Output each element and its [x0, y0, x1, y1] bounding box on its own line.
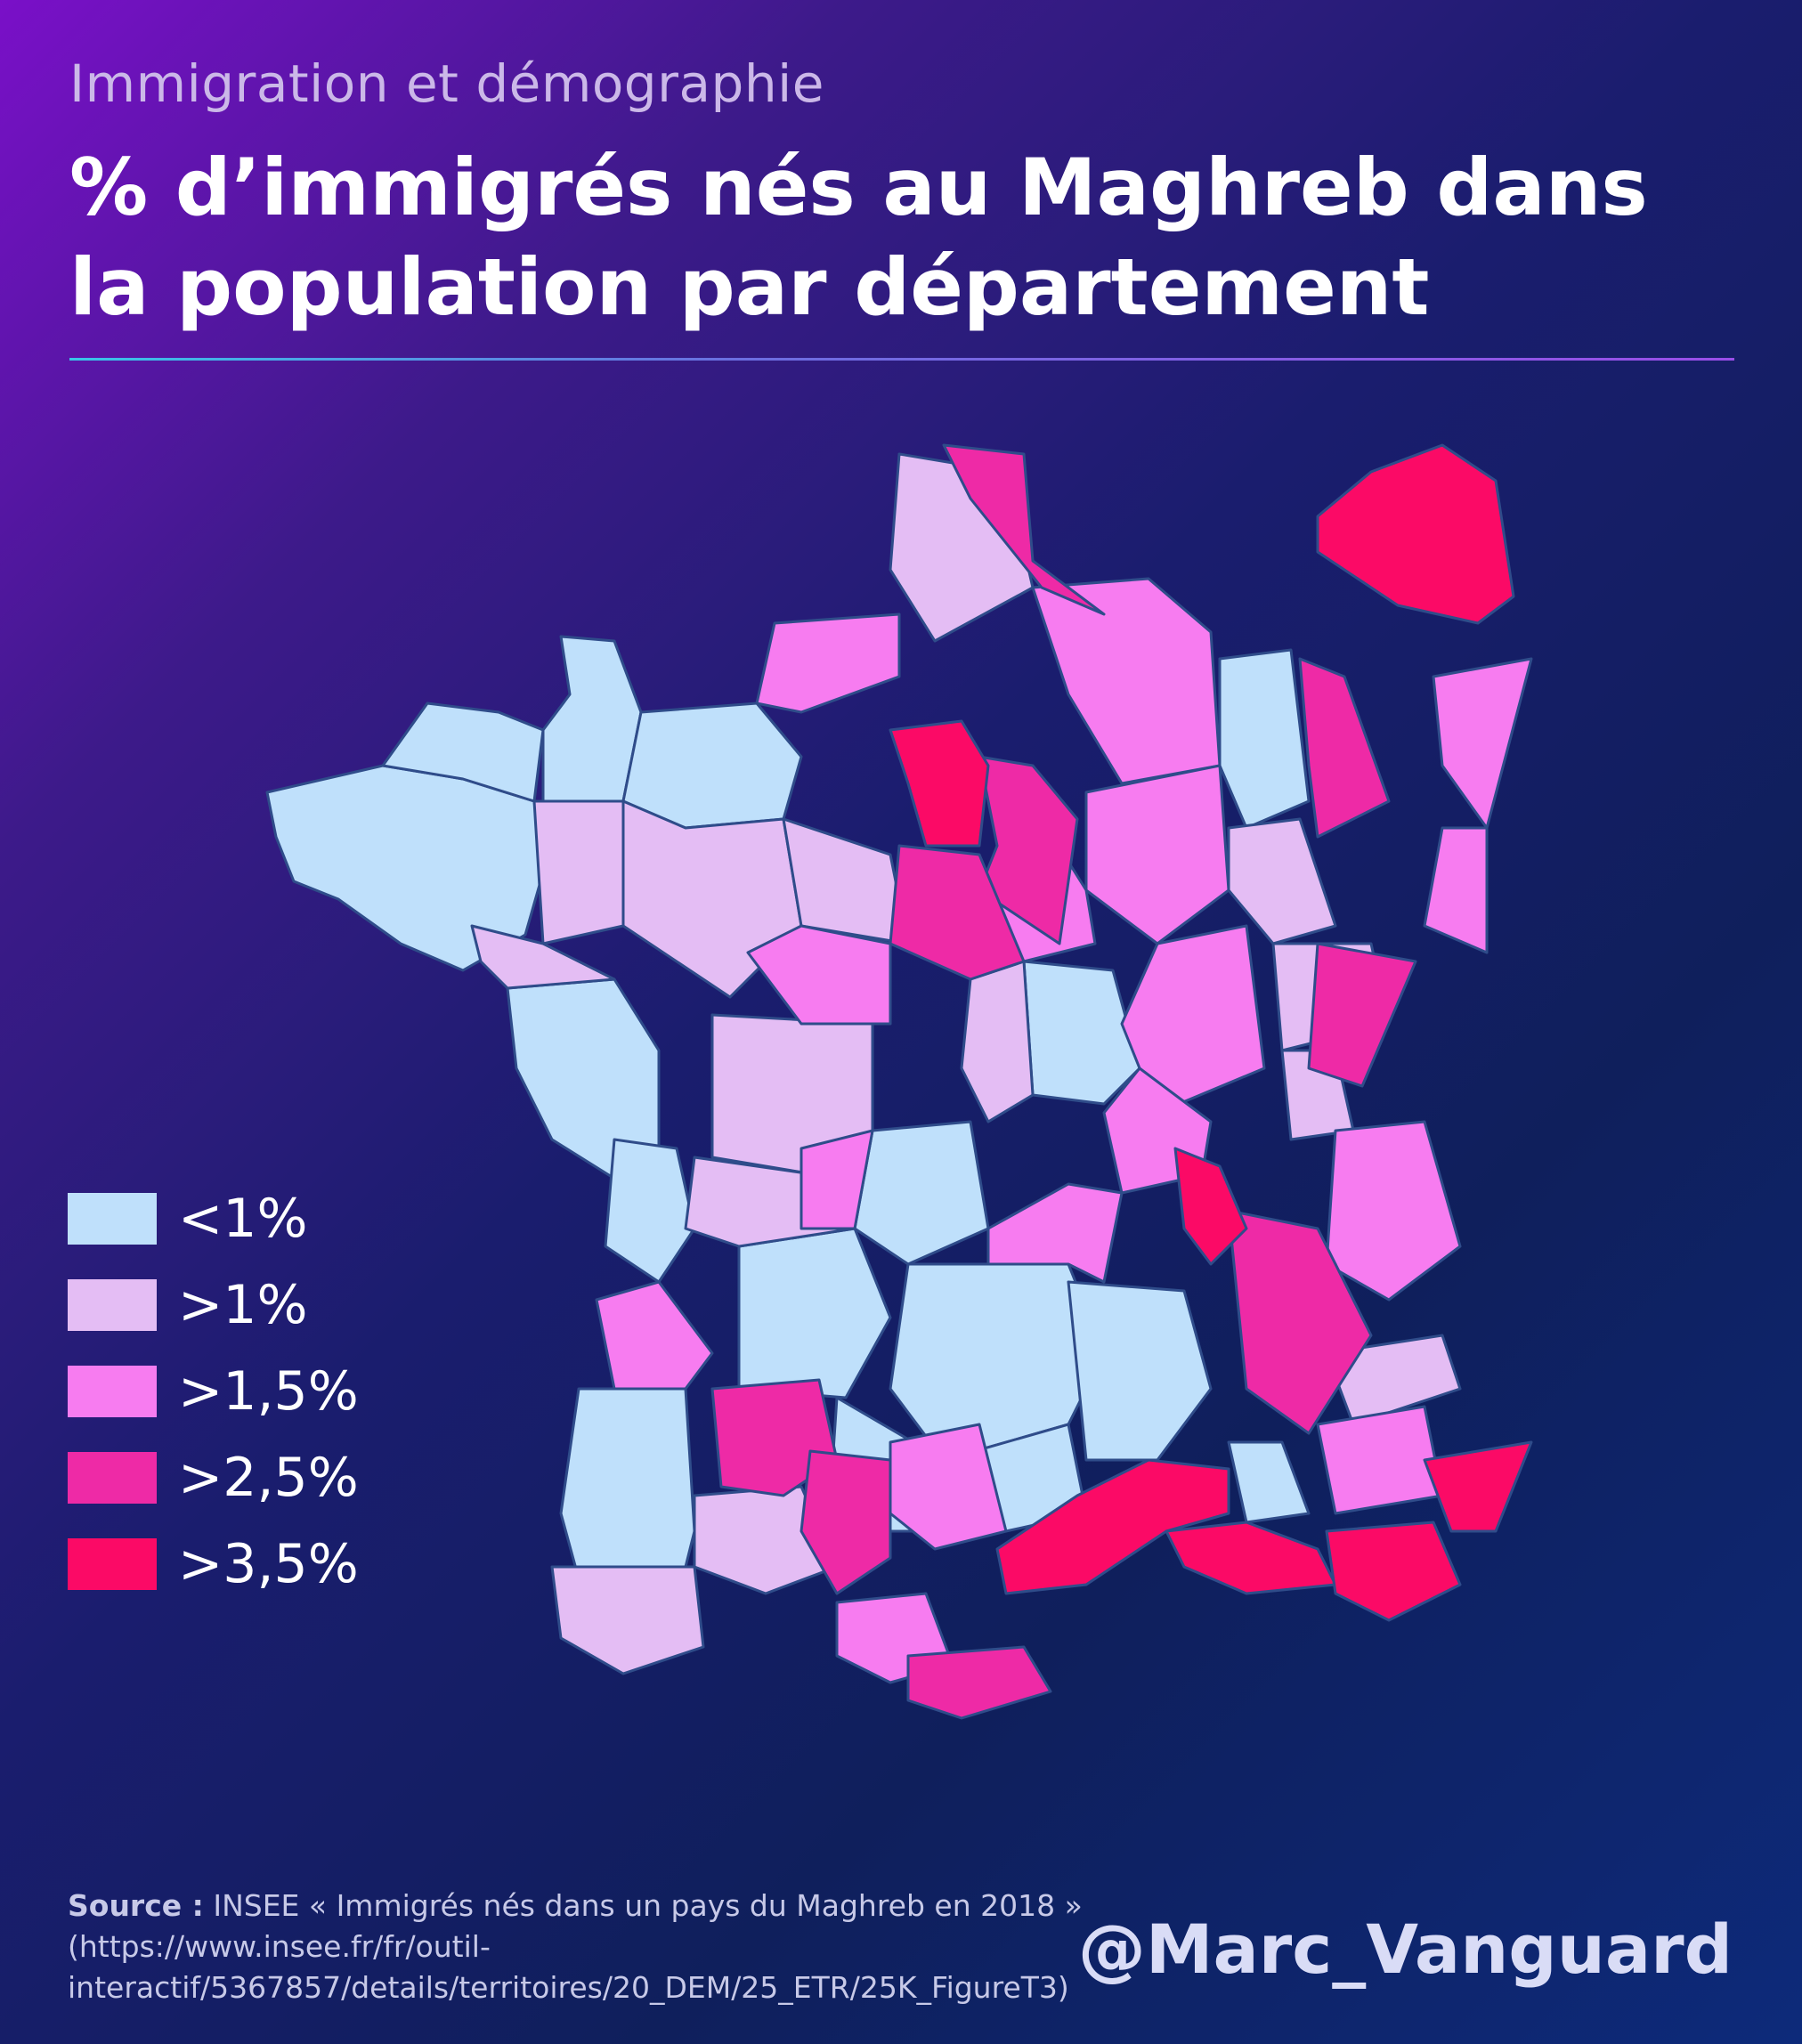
dept-region: [1298, 657, 1391, 839]
map-title: % d’immigrés nés au Maghreb dans la popu…: [69, 142, 1648, 333]
dept-region: [1165, 1521, 1337, 1595]
dept-region: [1316, 443, 1515, 625]
map-legend: <1% >1% >1,5% >2,5% >3,5%: [68, 1175, 359, 1607]
dept-region: [1067, 1280, 1213, 1462]
dept-region: [470, 924, 616, 990]
dept-region: [906, 1645, 1052, 1720]
source-text: INSEE « Immigrés nés dans un pays du Mag…: [68, 1888, 1083, 2005]
dept-region: [889, 844, 1026, 981]
legend-swatch: [68, 1278, 157, 1331]
legend-item: >1%: [68, 1261, 359, 1348]
legend-swatch: [68, 1451, 157, 1504]
dept-region: [889, 719, 990, 848]
dept-region: [1325, 1334, 1462, 1426]
dept-region: [532, 799, 625, 945]
dept-region: [1022, 960, 1141, 1106]
kicker-subtitle: Immigration et démographie: [69, 53, 824, 114]
legend-swatch: [68, 1365, 157, 1417]
legend-item: >2,5%: [68, 1434, 359, 1521]
legend-item: >1,5%: [68, 1348, 359, 1434]
legend-label: <1%: [178, 1187, 308, 1250]
dept-region: [1325, 1521, 1462, 1622]
legend-swatch: [68, 1192, 157, 1245]
dept-region: [1173, 1147, 1248, 1266]
dept-region: [1423, 826, 1489, 954]
legend-swatch: [68, 1537, 157, 1590]
dept-region: [995, 1458, 1230, 1595]
dept-region: [737, 1227, 892, 1399]
dept-region: [550, 1565, 705, 1675]
dept-region: [1120, 924, 1266, 1115]
dept-region: [1227, 1440, 1311, 1524]
dept-region: [1307, 942, 1417, 1088]
dept-region: [942, 443, 1106, 616]
source-note: Source : INSEE « Immigrés nés dans un pa…: [68, 1886, 1136, 2008]
dept-region: [986, 1182, 1124, 1284]
dept-region: [853, 1120, 990, 1266]
dept-region: [604, 1138, 696, 1284]
source-label: Source :: [68, 1888, 204, 1923]
dept-region: [746, 924, 892, 1026]
dept-region: [541, 635, 643, 803]
author-handle: @Marc_Vanguard: [1077, 1910, 1733, 1989]
dept-region: [978, 755, 1079, 945]
dept-region: [621, 702, 803, 830]
dept-region: [1423, 1440, 1533, 1533]
dept-region: [1218, 648, 1311, 830]
dept-region: [960, 960, 1035, 1123]
legend-label: >2,5%: [178, 1446, 359, 1509]
dept-region: [1031, 577, 1222, 785]
dept-region: [1325, 1120, 1462, 1302]
dept-region: [595, 1280, 714, 1391]
dept-region: [755, 612, 901, 714]
dept-region: [800, 1129, 874, 1230]
dept-region: [1227, 1209, 1373, 1435]
legend-item: <1%: [68, 1175, 359, 1261]
legend-label: >3,5%: [178, 1532, 359, 1595]
dept-region: [1084, 764, 1230, 945]
title-divider: [69, 358, 1734, 361]
dept-region: [800, 1449, 892, 1595]
legend-label: >1%: [178, 1273, 308, 1336]
dept-region: [1432, 657, 1533, 830]
legend-item: >3,5%: [68, 1521, 359, 1607]
legend-label: >1,5%: [178, 1359, 359, 1423]
